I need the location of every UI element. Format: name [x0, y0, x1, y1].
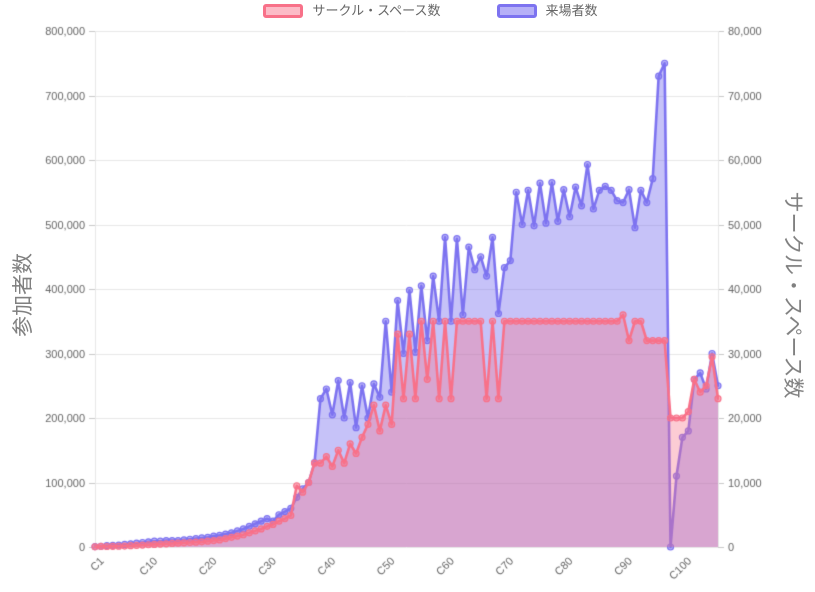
legend-swatch-visitors-icon — [496, 4, 537, 18]
legend-label-visitors: 来場者数 — [545, 3, 598, 18]
right-axis-title: サークル・スペース数 — [781, 191, 804, 399]
legend-item-circle-spaces[interactable]: サークル・スペース数 — [263, 3, 441, 18]
legend-item-visitors[interactable]: 来場者数 — [496, 3, 598, 18]
legend-label-circle-spaces: サークル・スペース数 — [312, 3, 441, 18]
chart-legend: サークル・スペース数 来場者数 — [0, 4, 815, 18]
left-axis-title: 参加者数 — [12, 253, 35, 337]
legend-swatch-circle-spaces-icon — [263, 4, 304, 18]
